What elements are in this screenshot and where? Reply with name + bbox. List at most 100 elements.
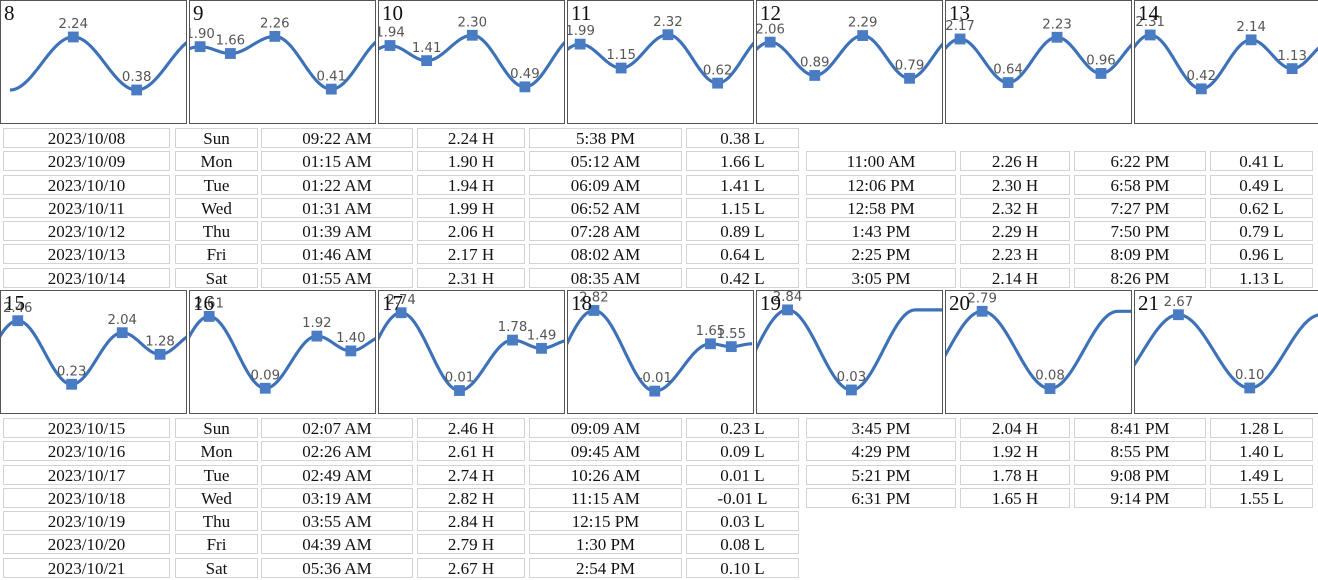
date-cell: 2023/10/10 (3, 174, 170, 195)
tide-type-letter: L (754, 442, 765, 462)
tide-chart: 18 2.82 -0.01 1.65 1.55 (567, 290, 754, 414)
date-cell: 2023/10/21 (3, 557, 170, 578)
tide-time-cell: 02:26 AM (261, 441, 413, 462)
tide-type-letter: H (1025, 152, 1039, 172)
day-number: 9 (193, 1, 204, 25)
tide-type-letter: L (1273, 198, 1284, 218)
tide-point-label: 1.65 (696, 324, 726, 339)
tide-type-letter: H (481, 465, 495, 485)
tide-point-marker (1144, 29, 1156, 41)
tide-point-marker (1245, 34, 1257, 46)
tide-time-cell: 9:14 PM (1074, 487, 1206, 508)
tide-point-marker (782, 304, 793, 316)
tide-height-value: 1.49 (1239, 465, 1270, 485)
tide-time-cell: 01:22 AM (261, 174, 413, 195)
tide-height-value: 1.78 (991, 465, 1022, 485)
tide-point-label: 0.42 (1187, 69, 1217, 84)
tide-height-value: 2.23 (991, 245, 1022, 265)
day-number: 10 (382, 1, 403, 25)
tide-time-cell: 1:30 PM (529, 534, 682, 555)
tide-point-marker (662, 29, 674, 41)
tide-point-marker (857, 30, 869, 41)
tide-point-label: 2.24 (59, 17, 89, 32)
tide-point-marker (1286, 63, 1298, 75)
tide-height-value: 2.84 (447, 512, 478, 532)
date-cell: 2023/10/16 (3, 441, 170, 462)
date-cell: 2023/10/14 (3, 267, 170, 288)
tide-table: 2023/10/08 Sun 09:22 AM 2.24 H 5:38 PM 0.38 L… (0, 127, 1318, 290)
tide-point-marker (66, 378, 78, 390)
tide-point-marker (519, 81, 531, 93)
tide-type-letter: H (1025, 175, 1039, 195)
tide-type-letter: H (481, 488, 495, 508)
tide-time-cell: 09:22 AM (261, 128, 413, 148)
tide-point-label: 2.61 (194, 297, 224, 312)
tide-point-marker (269, 30, 281, 42)
tide-curve-svg: 2.67 0.10 (1135, 295, 1318, 394)
tide-time-cell: 03:55 AM (261, 511, 413, 532)
weekday-cell: Tue (175, 174, 258, 195)
tide-time-cell: 02:49 AM (261, 464, 413, 485)
tide-type-letter: L (1273, 488, 1284, 508)
tide-height-value: 0.42 (720, 268, 751, 288)
tide-height-cell: 2.04 H (960, 418, 1070, 438)
tide-time-cell: 08:02 AM (529, 244, 682, 265)
tide-point-label: 0.23 (57, 364, 87, 379)
tide-height-value: 0.64 (720, 245, 751, 265)
tide-time-cell: 1:43 PM (806, 221, 956, 242)
weekday-cell: Thu (175, 221, 258, 242)
tide-chart: 21 2.67 0.10 (1134, 290, 1318, 414)
tide-point-label: 1.78 (498, 320, 528, 335)
tide-type-letter: L (1273, 175, 1284, 195)
tide-type-letter: H (1025, 442, 1039, 462)
tide-height-value: 0.03 (720, 512, 751, 532)
tide-type-letter: L (1273, 152, 1284, 172)
tide-point-label: 2.23 (1042, 17, 1072, 32)
tide-height-cell: 2.61 H (417, 441, 525, 462)
tide-time-cell: 01:15 AM (261, 151, 413, 172)
tide-type-letter: L (754, 558, 765, 578)
tide-point-marker (649, 385, 661, 397)
tide-height-cell: 1.40 L (1210, 441, 1313, 462)
tide-point-marker (588, 305, 600, 316)
tide-height-cell: 1.55 L (1210, 487, 1313, 508)
day-number: 18 (571, 291, 592, 315)
tide-point-label: 0.79 (895, 58, 925, 73)
tide-table: 2023/10/15 Sun 02:07 AM 2.46 H 09:09 AM 0.23 … (0, 417, 1318, 580)
tide-point-marker (809, 70, 821, 81)
day-number: 12 (760, 1, 781, 25)
tide-point-label: 2.17 (946, 19, 975, 34)
tide-point-marker (1195, 83, 1207, 95)
tide-curve-svg: 2.82 -0.01 1.651.55 (568, 291, 753, 397)
tide-height-cell: 2.31 H (417, 267, 525, 288)
tide-chart: 17 2.74 0.01 1.78 1.49 (378, 290, 565, 414)
tide-chart: 101.94 1.41 2.30 0.49 (378, 0, 565, 124)
tide-time-cell: 5:21 PM (806, 464, 956, 485)
tide-type-letter: L (1273, 245, 1284, 265)
tide-point-marker (154, 348, 166, 360)
tide-type-letter: H (481, 129, 495, 148)
tide-type-letter: L (1273, 465, 1284, 485)
tide-type-letter: L (754, 268, 765, 288)
tide-chart: 11 1.99 1.15 2.32 0.62 (567, 0, 754, 124)
tide-point-marker (203, 311, 215, 322)
tide-height-value: 1.55 (1239, 488, 1270, 508)
tide-point-label: 2.67 (1164, 295, 1194, 310)
tide-height-value: 1.94 (447, 175, 478, 195)
tide-curve-line (190, 314, 375, 390)
tide-height-cell: 2.79 H (417, 534, 525, 555)
tide-point-marker (1173, 309, 1184, 321)
tide-height-cell: 0.62 L (1210, 197, 1313, 218)
table-row: 2023/10/10 Tue 01:22 AM 1.94 H 06:09 AM 1.41 … (0, 174, 1318, 197)
tide-type-letter: L (754, 152, 765, 172)
date-cell: 2023/10/15 (3, 418, 170, 438)
tide-time-cell: 7:50 PM (1074, 221, 1206, 242)
tide-time-cell: 8:41 PM (1074, 418, 1206, 438)
date-cell: 2023/10/13 (3, 244, 170, 265)
tide-type-letter: H (481, 535, 495, 555)
tide-time-cell: 7:27 PM (1074, 197, 1206, 218)
tide-point-label: 2.84 (773, 291, 803, 305)
tide-height-cell: 0.49 L (1210, 174, 1313, 195)
tide-type-letter: H (1025, 198, 1039, 218)
table-row: 2023/10/17 Tue 02:49 AM 2.74 H 10:26 AM 0.01 … (0, 464, 1318, 487)
